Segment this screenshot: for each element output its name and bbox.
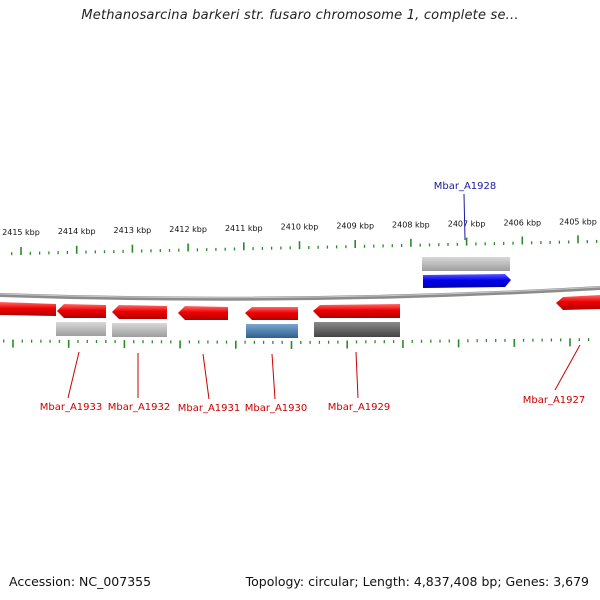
scale-label: 2406 kbp bbox=[503, 219, 541, 228]
gene-arrow-mbar-a1931[interactable] bbox=[178, 306, 228, 320]
tick-row-top bbox=[11, 235, 598, 256]
accession-text: Accession: NC_007355 bbox=[9, 574, 152, 589]
scale-label: 2412 kbp bbox=[169, 225, 207, 234]
cds-bar[interactable] bbox=[422, 257, 510, 271]
scale-label: 2413 kbp bbox=[114, 226, 152, 235]
gene-arrow-mbar-a1930[interactable] bbox=[245, 307, 298, 320]
cds-bar[interactable] bbox=[112, 323, 167, 337]
scale-label: 2407 kbp bbox=[448, 220, 486, 229]
gene-label-mbar-a1929[interactable]: Mbar_A1929 bbox=[328, 402, 391, 413]
leader-line bbox=[463, 193, 466, 241]
backbone-highlight bbox=[0, 286, 600, 299]
forward-features bbox=[422, 257, 511, 288]
scale-label: 2408 kbp bbox=[392, 221, 430, 230]
backbone bbox=[0, 286, 600, 301]
scale-label: 2411 kbp bbox=[225, 224, 263, 233]
leader-line bbox=[271, 353, 276, 400]
leader-line bbox=[355, 351, 359, 399]
reverse-features bbox=[0, 295, 600, 338]
gene-labels: Mbar_A1928 Mbar_A1933 Mbar_A1932 Mbar_A1… bbox=[40, 181, 586, 414]
cds-bar[interactable] bbox=[314, 322, 400, 337]
gene-arrow-mbar-a1932[interactable] bbox=[112, 305, 167, 319]
gene-label-mbar-a1932[interactable]: Mbar_A1932 bbox=[108, 402, 171, 413]
leader-line bbox=[554, 344, 581, 391]
gene-arrow-mbar-a1928[interactable] bbox=[423, 274, 511, 288]
map-title: Methanosarcina barkeri str. fusaro chrom… bbox=[81, 8, 519, 23]
scale-label: 2410 kbp bbox=[281, 223, 319, 232]
tick-row-bottom bbox=[3, 338, 590, 349]
cds-bar[interactable] bbox=[56, 322, 106, 336]
scale-label: 2415 kbp bbox=[2, 228, 40, 237]
scale-label: 2414 kbp bbox=[58, 227, 96, 236]
scale-label: 2409 kbp bbox=[336, 222, 374, 231]
gene-arrow-mbar-a1929[interactable] bbox=[313, 304, 400, 318]
scale-labels: 2415 kbp 2414 kbp 2413 kbp 2412 kbp 2411 kbp… bbox=[2, 217, 597, 237]
leader-line bbox=[202, 353, 210, 400]
genome-summary: Topology: circular; Length: 4,837,408 bp… bbox=[245, 574, 589, 589]
gene-arrow-mbar-a1933[interactable] bbox=[57, 304, 106, 318]
gene-arrow-mbar-a1927[interactable] bbox=[556, 295, 600, 310]
gene-label-mbar-a1931[interactable]: Mbar_A1931 bbox=[178, 403, 241, 414]
gene-label-mbar-a1927[interactable]: Mbar_A1927 bbox=[523, 395, 586, 406]
gene-label-mbar-a1930[interactable]: Mbar_A1930 bbox=[245, 403, 308, 414]
leader-line bbox=[67, 351, 80, 399]
gene-arrow-left-partial[interactable] bbox=[0, 302, 56, 316]
gene-label-mbar-a1933[interactable]: Mbar_A1933 bbox=[40, 402, 103, 413]
scale-label: 2405 kbp bbox=[559, 217, 597, 226]
cds-bar[interactable] bbox=[246, 324, 298, 338]
gene-label-mbar-a1928[interactable]: Mbar_A1928 bbox=[434, 181, 497, 192]
